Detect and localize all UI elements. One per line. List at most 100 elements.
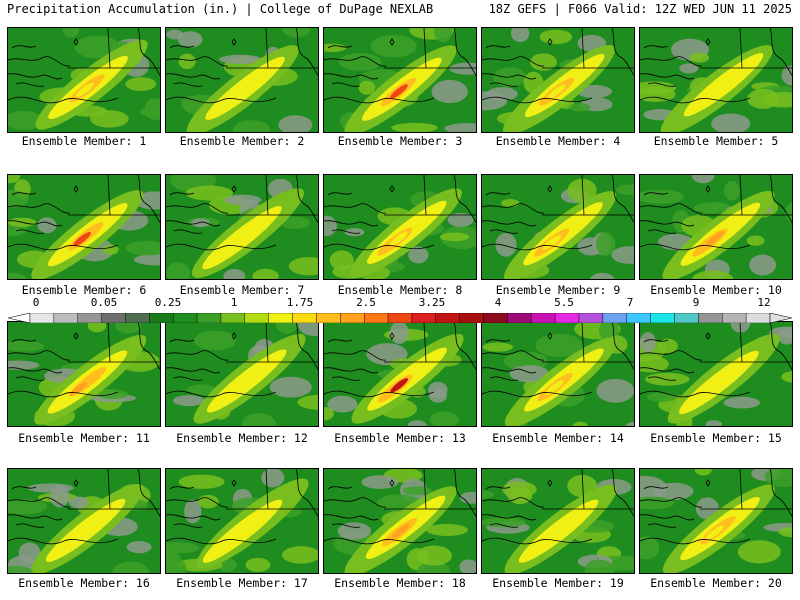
colorbar-tick-label: 1.75 (286, 296, 314, 309)
ensemble-member-caption: Ensemble Member: 8 (337, 283, 463, 297)
colorbar-swatch (459, 312, 484, 324)
colorbar-swatch (650, 312, 675, 324)
ensemble-member-caption: Ensemble Member: 20 (650, 576, 782, 590)
ensemble-map-panel (639, 468, 793, 574)
model-run-info: 18Z GEFS | F066 Valid: 12Z WED JUN 11 20… (488, 2, 792, 16)
colorbar-tick-label: 5.5 (554, 296, 574, 309)
precip-field-map (8, 469, 160, 573)
colorbar-tick-label: 9 (692, 296, 700, 309)
ensemble-map-panel (481, 468, 635, 574)
colorbar-swatch (101, 312, 126, 324)
colorbar-swatch (29, 312, 55, 324)
colorbar-tick-label: 7 (626, 296, 634, 309)
colorbar-tick-label: 0.25 (154, 296, 182, 309)
ensemble-map-panel (323, 174, 477, 280)
precip-field-map (8, 175, 160, 279)
ensemble-member-caption: Ensemble Member: 17 (176, 576, 308, 590)
ensemble-map-panel (7, 321, 161, 427)
ensemble-map-panel (639, 27, 793, 133)
ensemble-map-panel (165, 321, 319, 427)
colorbar-swatch (173, 312, 198, 324)
precip-field-map (8, 28, 160, 132)
ensemble-map-panel (481, 174, 635, 280)
ensemble-member-caption: Ensemble Member: 19 (492, 576, 624, 590)
ensemble-member-caption: Ensemble Member: 12 (176, 431, 308, 445)
colorbar-tick-label: 0.05 (90, 296, 118, 309)
colorbar-swatch (268, 312, 293, 324)
colorbar-swatch (674, 312, 699, 324)
precip-field-map (640, 175, 792, 279)
ensemble-map-panel (165, 174, 319, 280)
colorbar-tick-label: 12 (757, 296, 771, 309)
precip-field-map (324, 28, 476, 132)
precip-field-map (482, 469, 634, 573)
colorbar-swatch (507, 312, 532, 324)
precip-field-map (166, 469, 318, 573)
precip-field-map (324, 322, 476, 426)
ensemble-member-caption: Ensemble Member: 5 (653, 134, 779, 148)
ensemble-member-caption: Ensemble Member: 14 (492, 431, 624, 445)
ensemble-member-caption: Ensemble Member: 10 (650, 283, 782, 297)
ensemble-member-caption: Ensemble Member: 18 (334, 576, 466, 590)
ensemble-map-panel (165, 468, 319, 574)
colorbar-swatch (244, 312, 269, 324)
colorbar-swatch (125, 312, 150, 324)
precip-colorbar (7, 308, 793, 324)
colorbar-swatch (531, 312, 556, 324)
colorbar-swatch (722, 312, 747, 324)
ensemble-map-panel (481, 321, 635, 427)
ensemble-member-caption: Ensemble Member: 13 (334, 431, 466, 445)
ensemble-member-caption: Ensemble Member: 9 (495, 283, 621, 297)
ensemble-member-caption: Ensemble Member: 4 (495, 134, 621, 148)
colorbar-swatch (149, 312, 174, 324)
colorbar-swatch (435, 312, 460, 324)
colorbar-swatch (602, 312, 627, 324)
colorbar-swatch (411, 312, 437, 324)
ensemble-member-caption: Ensemble Member: 1 (21, 134, 147, 148)
precip-field-map (640, 322, 792, 426)
ensemble-map-panel (639, 321, 793, 427)
precip-field-map (482, 322, 634, 426)
map-title: Precipitation Accumulation (in.) | Colle… (7, 2, 434, 16)
ensemble-map-panel (323, 27, 477, 133)
colorbar-tick-label: 2.5 (356, 296, 376, 309)
precip-field-map (166, 28, 318, 132)
ensemble-map-panel (7, 174, 161, 280)
precip-field-map (166, 175, 318, 279)
ensemble-map-panel (7, 468, 161, 574)
precip-field-map (8, 322, 160, 426)
ensemble-map-panel (323, 321, 477, 427)
ensemble-map-panel (481, 27, 635, 133)
ensemble-member-caption: Ensemble Member: 16 (18, 576, 150, 590)
colorbar-tick-label: 0 (32, 296, 40, 309)
colorbar-tick-label: 4 (494, 296, 502, 309)
colorbar-swatch (387, 312, 413, 324)
precip-field-map (482, 175, 634, 279)
precip-field-map (324, 469, 476, 573)
colorbar-swatch (316, 312, 341, 324)
precip-field-map (166, 322, 318, 426)
colorbar-swatch (77, 312, 102, 324)
colorbar-swatch (292, 312, 317, 324)
colorbar-tick-label: 3.25 (418, 296, 446, 309)
colorbar-swatch (363, 312, 389, 324)
colorbar-swatch (220, 312, 246, 324)
ensemble-member-caption: Ensemble Member: 7 (179, 283, 305, 297)
ensemble-map-panel (165, 27, 319, 133)
precip-field-map (324, 175, 476, 279)
ensemble-member-caption: Ensemble Member: 6 (21, 283, 147, 297)
colorbar-swatch (578, 312, 604, 324)
ensemble-member-caption: Ensemble Member: 2 (179, 134, 305, 148)
colorbar-swatch (53, 312, 78, 324)
ensemble-map-panel (323, 468, 477, 574)
ensemble-map-panel (639, 174, 793, 280)
ensemble-member-caption: Ensemble Member: 11 (18, 431, 150, 445)
colorbar-swatch (196, 312, 222, 324)
colorbar-swatch (340, 312, 365, 324)
colorbar-swatch (745, 312, 771, 324)
ensemble-member-caption: Ensemble Member: 3 (337, 134, 463, 148)
ensemble-map-panel (7, 27, 161, 133)
precip-field-map (640, 28, 792, 132)
precip-field-map (640, 469, 792, 573)
precip-field-map (482, 28, 634, 132)
